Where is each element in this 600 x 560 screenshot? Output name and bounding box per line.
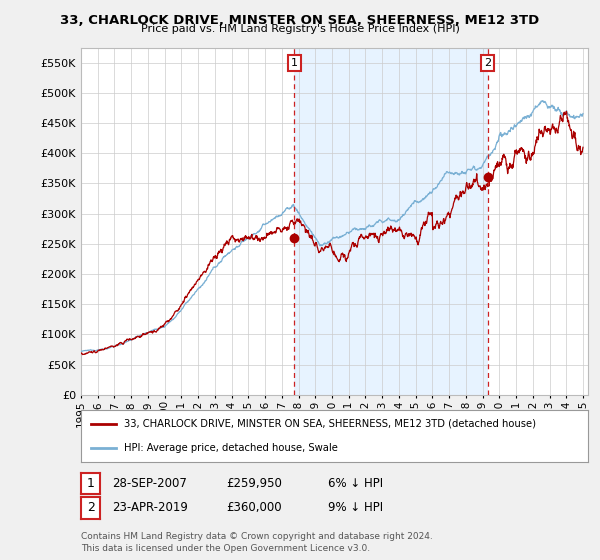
Text: 23-APR-2019: 23-APR-2019: [112, 501, 188, 515]
Text: Price paid vs. HM Land Registry's House Price Index (HPI): Price paid vs. HM Land Registry's House …: [140, 24, 460, 34]
Text: 2: 2: [86, 501, 95, 515]
Text: 33, CHARLOCK DRIVE, MINSTER ON SEA, SHEERNESS, ME12 3TD: 33, CHARLOCK DRIVE, MINSTER ON SEA, SHEE…: [61, 14, 539, 27]
Text: 1: 1: [86, 477, 95, 490]
Text: 1: 1: [291, 58, 298, 68]
Text: 6% ↓ HPI: 6% ↓ HPI: [328, 477, 383, 490]
Text: 2: 2: [484, 58, 491, 68]
Text: Contains HM Land Registry data © Crown copyright and database right 2024.
This d: Contains HM Land Registry data © Crown c…: [81, 533, 433, 553]
Text: HPI: Average price, detached house, Swale: HPI: Average price, detached house, Swal…: [124, 443, 338, 453]
Bar: [295, 48, 488, 395]
Text: £360,000: £360,000: [226, 501, 282, 515]
Text: 33, CHARLOCK DRIVE, MINSTER ON SEA, SHEERNESS, ME12 3TD (detached house): 33, CHARLOCK DRIVE, MINSTER ON SEA, SHEE…: [124, 419, 536, 429]
Text: 28-SEP-2007: 28-SEP-2007: [112, 477, 187, 490]
Text: 9% ↓ HPI: 9% ↓ HPI: [328, 501, 383, 515]
Text: £259,950: £259,950: [226, 477, 282, 490]
